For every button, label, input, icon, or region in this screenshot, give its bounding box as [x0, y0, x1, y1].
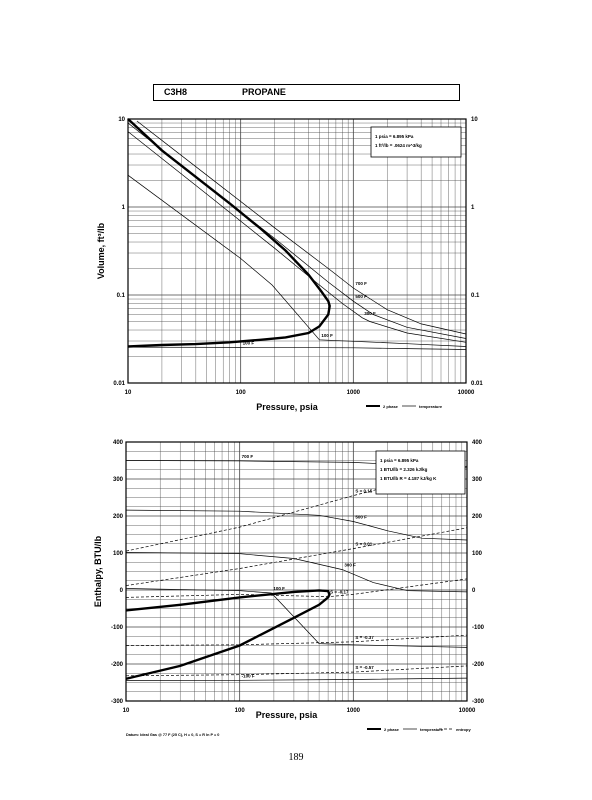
chart2-temperature-curve	[125, 588, 468, 648]
chart1-y-tick-label-left: 10	[118, 117, 125, 123]
chart1-temperature-curve	[127, 122, 467, 339]
chart2-legend-label: temperature	[420, 727, 444, 732]
chart2-y-tick-label-left: 100	[113, 551, 124, 557]
chart1-x-tick-label: 10000	[458, 390, 475, 396]
chart1-x-tick-label: 10	[125, 390, 132, 396]
chart2-y-axis-label: Enthalpy, BTU/lb	[93, 535, 103, 607]
chart1-y-tick-label-right: 0.01	[471, 381, 483, 387]
chart-title-box: C3H8 PROPANE	[153, 84, 460, 101]
chart2-series-label: S = -0.37	[355, 635, 374, 640]
chart2-legend-label: 2 phase	[384, 727, 400, 732]
chart1-y-tick-label-right: 1	[471, 205, 475, 211]
chart2-x-tick-label: 100	[235, 708, 246, 714]
chart1-y-tick-label-left: 0.01	[113, 381, 125, 387]
chart2-entropy-curve	[125, 665, 468, 677]
chart2-series-label: S = -0.17	[330, 590, 349, 595]
chart2-x-tick-label: 10000	[459, 708, 476, 714]
chart1-temperature-curve	[127, 346, 467, 350]
chart2-entropy-curve	[125, 527, 468, 586]
chart2-series-label: 300 F	[344, 563, 356, 568]
chart2-y-tick-label-right: 400	[472, 440, 483, 446]
chart1-conversion-text: 1 psia = 6.895 kPa	[375, 134, 414, 139]
chart1-y-axis-label: Volume, ft³/lb	[96, 222, 106, 279]
chart2-conversion-text: 1 BTU/lb R = 4.187 kJ/kg K	[380, 476, 437, 481]
chart2-temperature-curve	[125, 509, 468, 541]
chart2-y-tick-label-left: 400	[113, 440, 124, 446]
chart1-series-label: 500 F	[355, 294, 367, 299]
chart2-y-tick-label-right: 300	[472, 477, 483, 483]
chart2-temperature-curve	[125, 677, 468, 681]
chart2-x-tick-label: 1000	[347, 708, 361, 714]
chart1-y-tick-label-left: 1	[122, 205, 126, 211]
chart2-plot-frame	[125, 441, 468, 702]
chart2-legend-label: entropy	[456, 727, 471, 732]
chart2-y-tick-label-right: 0	[472, 588, 476, 594]
chart2-series-label: S = 0.15	[355, 489, 372, 494]
chart2-conversion-text: 1 psia = 6.895 kPa	[380, 458, 419, 463]
chart2-conversion-box	[375, 450, 466, 495]
chart2-entropy-curve	[125, 578, 468, 598]
chart1-plot-frame	[127, 118, 467, 384]
chart1-temperature-curve	[136, 120, 467, 335]
chart1-x-axis-label: Pressure, psia	[256, 402, 319, 412]
chart2-series-label: 100 F	[273, 586, 285, 591]
chart1-x-tick-label: 1000	[347, 390, 361, 396]
chart2-x-tick-label: 10	[123, 708, 130, 714]
chart2-y-tick-label-left: -300	[111, 699, 124, 705]
chart2-y-tick-label-right: -100	[472, 625, 485, 631]
chart1-temperature-curve	[127, 174, 467, 347]
chart2-y-tick-label-left: -100	[111, 625, 124, 631]
chart1-series-label: 100 F	[321, 333, 333, 338]
chart1-legend-label: 2 phase	[383, 404, 399, 409]
chart2-series-label: S = 0.01	[355, 542, 372, 547]
chart2-y-tick-label-right: -200	[472, 662, 485, 668]
chart2-y-tick-label-left: -200	[111, 662, 124, 668]
chart1-series-label: 100 F	[243, 340, 255, 345]
chart2-y-tick-label-left: 0	[120, 588, 124, 594]
chart1-temperature-curve	[127, 131, 467, 343]
chemical-name: PROPANE	[242, 87, 286, 97]
chart2-y-tick-label-right: -300	[472, 699, 485, 705]
chart2-x-axis-label: Pressure, psia	[256, 710, 319, 720]
chart1-x-tick-label: 100	[236, 390, 247, 396]
page-number: 189	[288, 752, 304, 763]
chart1-y-tick-label-right: 0.1	[471, 293, 480, 299]
chart2-y-tick-label-left: 200	[113, 514, 124, 520]
chart1-conversion-box	[370, 126, 462, 158]
chart2-series-label: 700 F	[242, 454, 254, 459]
chart2-series-label: -100 F	[242, 673, 255, 678]
chart1-series-label: 700 F	[355, 281, 367, 286]
chart1-y-tick-label-left: 0.1	[117, 293, 126, 299]
chart1-two-phase-envelope	[127, 118, 331, 348]
chart2-y-tick-label-right: 200	[472, 514, 483, 520]
chart2-series-label: S = -0.57	[355, 665, 374, 670]
chart2-entropy-curve	[125, 634, 468, 646]
chart2-datum-note: Datum: Ideal Gas @ 77 F (25 C), H = 0, S…	[126, 733, 219, 737]
chart1-legend-label: temperature	[419, 404, 443, 409]
chart1-y-tick-label-right: 10	[471, 117, 478, 123]
chemical-formula: C3H8	[164, 87, 188, 97]
chart1-conversion-text: 1 ft³/lb = .0624 m^3/kg	[375, 143, 422, 148]
chart2-two-phase-envelope	[125, 589, 331, 680]
chart1-series-label: 300 F	[364, 311, 376, 316]
chart2-temperature-curve	[125, 551, 468, 593]
chart2-series-label: 500 F	[355, 515, 367, 520]
chart2-y-tick-label-left: 300	[113, 477, 124, 483]
chart2-y-tick-label-right: 100	[472, 551, 483, 557]
chart2-conversion-text: 1 BTU/lb = 2.326 kJ/kg	[380, 467, 428, 472]
